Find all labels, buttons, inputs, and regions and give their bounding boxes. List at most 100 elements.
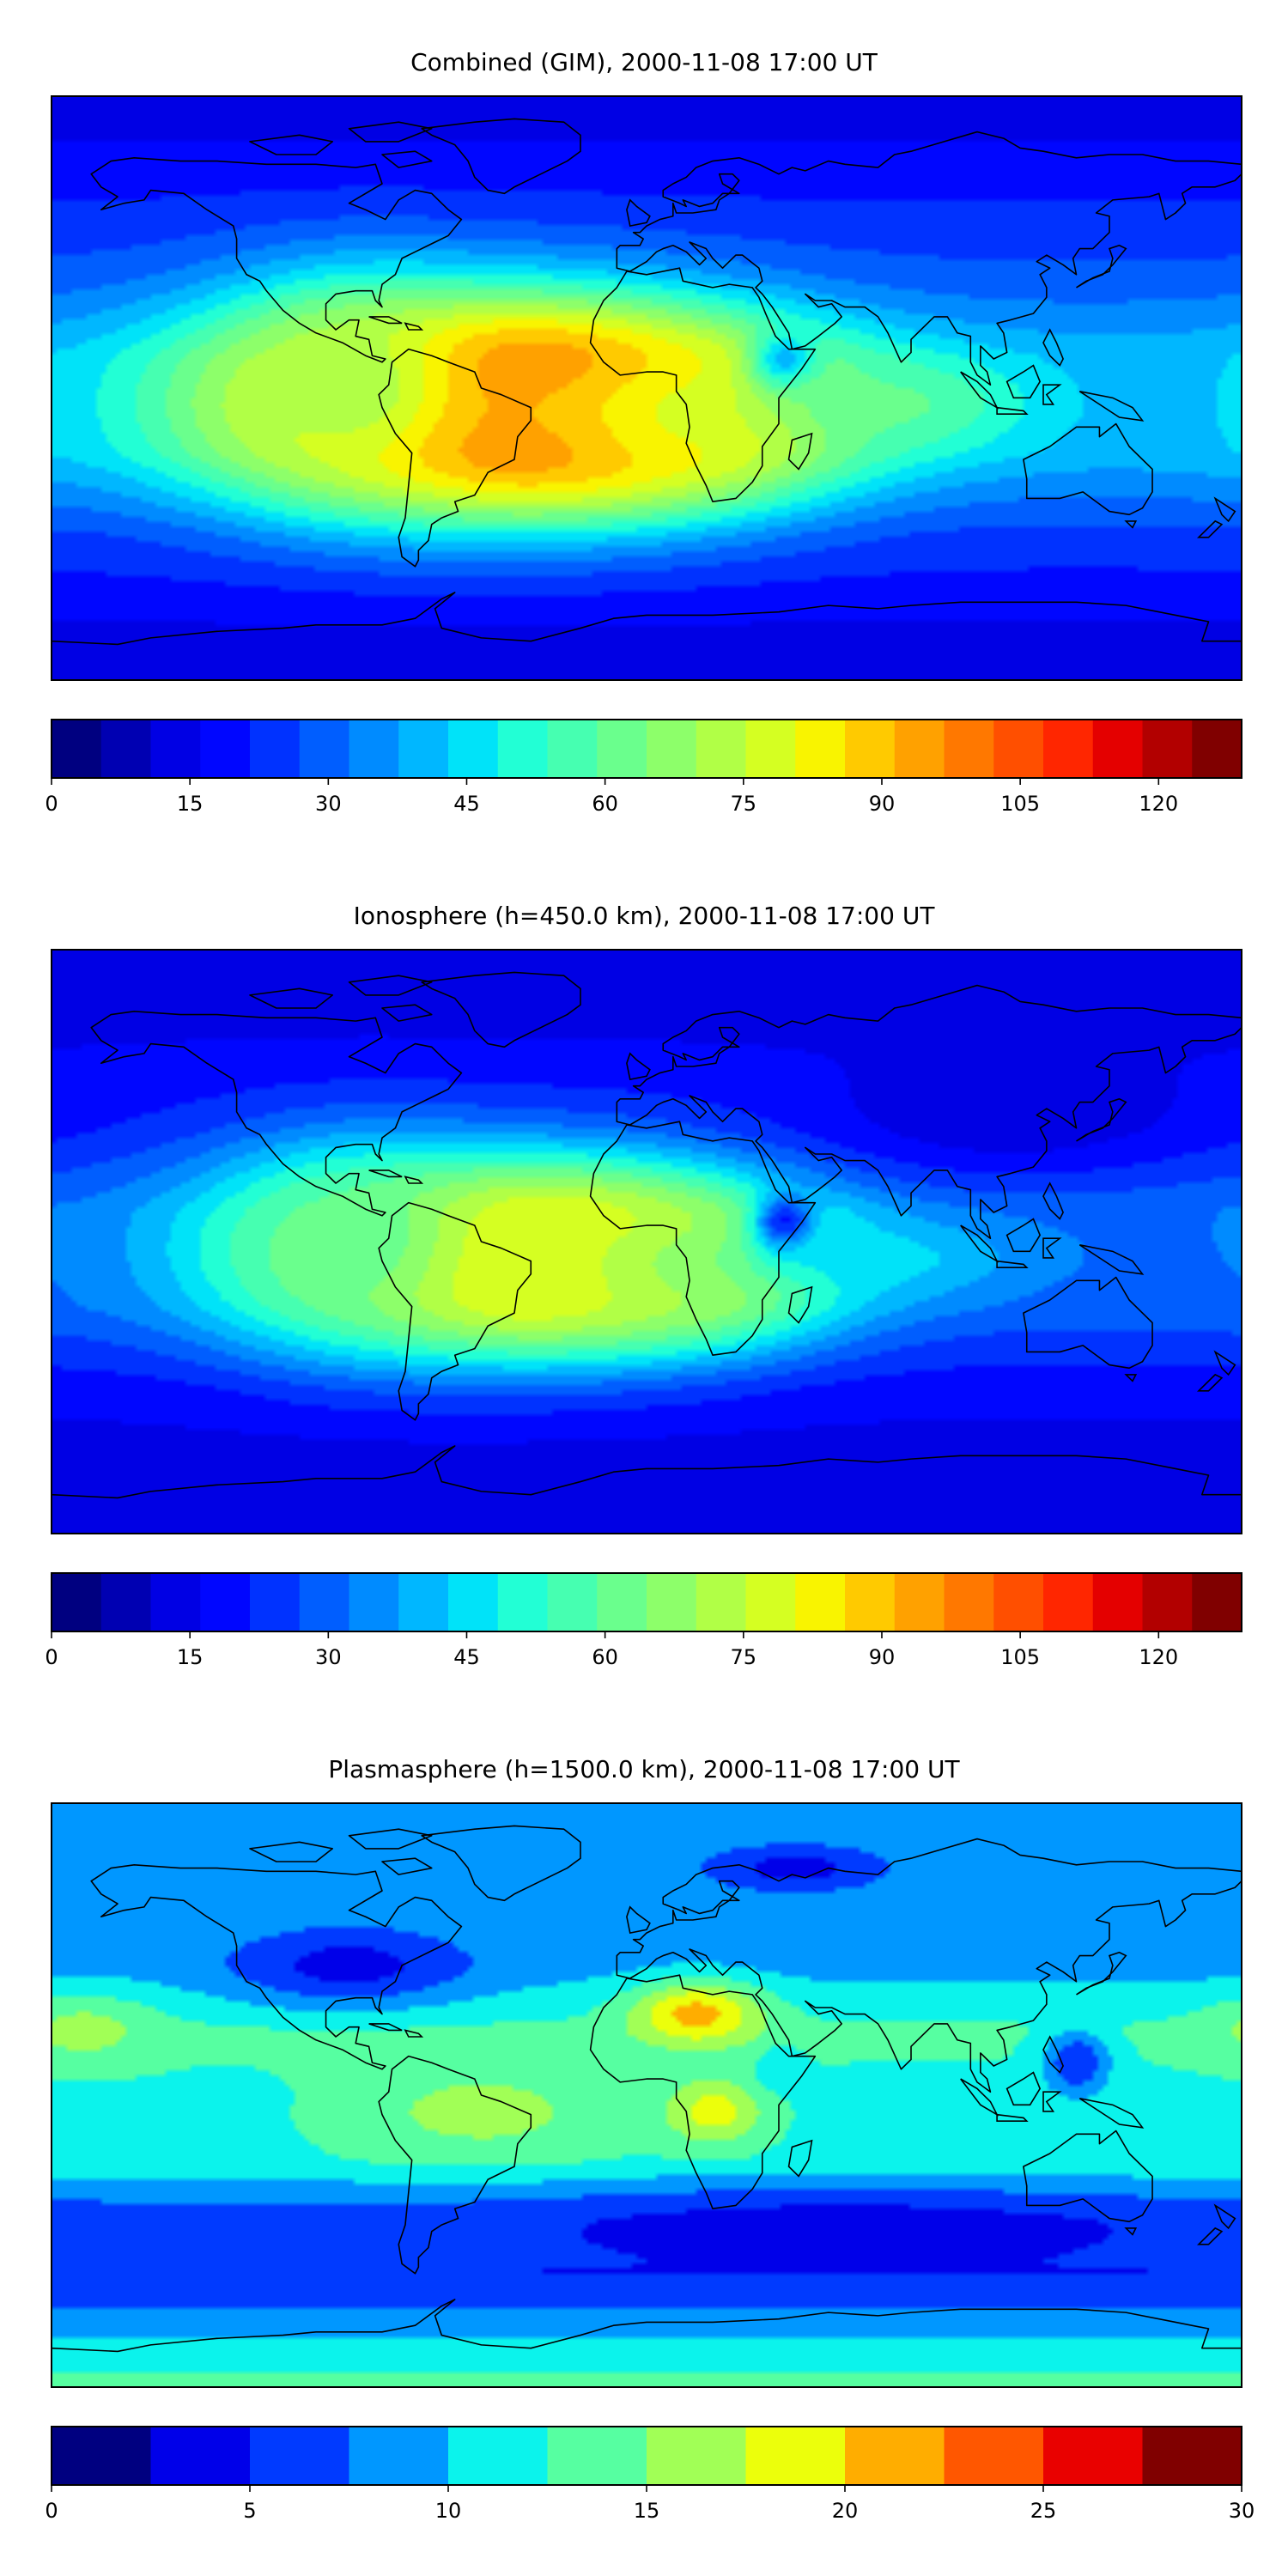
colorbar-frame [51, 719, 1242, 779]
colorbar-swatch [349, 720, 399, 778]
colorbar-swatch [795, 720, 846, 778]
colorbar-swatch [647, 2427, 747, 2485]
colorbar-swatch [894, 720, 945, 778]
colorbar: 0 15 30 45 60 75 90 105 120 [45, 719, 1242, 816]
colorbar-swatch [250, 1573, 301, 1631]
colorbar-swatch [299, 1573, 350, 1631]
colorbar-swatch [944, 720, 994, 778]
colorbar-swatch [200, 1573, 251, 1631]
colorbar-tick-label: 105 [1000, 792, 1040, 816]
colorbar: 0 5 10 15 20 25 30 [45, 2426, 1255, 2523]
panel-plasmasphere: Plasmasphere (h=1500.0 km), 2000-11-08 1… [45, 1755, 1255, 2523]
colorbar-swatch [547, 2427, 647, 2485]
colorbar-swatch [745, 720, 796, 778]
colorbar-swatch [448, 720, 499, 778]
colorbar-swatch [1043, 1573, 1094, 1631]
colorbar-tick-label: 45 [453, 792, 480, 816]
colorbar-swatch [696, 1573, 747, 1631]
colorbar-swatch [993, 1573, 1044, 1631]
colorbar-tick-label: 90 [869, 792, 896, 816]
colorbar-swatch [845, 720, 896, 778]
colorbar-swatch [52, 720, 102, 778]
colorbar-swatch [250, 720, 301, 778]
colorbar-swatch [1142, 1573, 1193, 1631]
colorbar-frame [51, 1572, 1242, 1632]
map-panel [51, 95, 1242, 681]
colorbar-swatch [1192, 720, 1242, 778]
colorbar-swatch [250, 2427, 350, 2485]
map-frame [51, 95, 1242, 681]
colorbar-tick-label: 15 [634, 2499, 660, 2523]
colorbar-swatch [597, 720, 647, 778]
colorbar-swatch [597, 1573, 647, 1631]
colorbar-swatch [845, 2427, 945, 2485]
colorbar-swatch [944, 2427, 1044, 2485]
colorbar-swatch [944, 1573, 994, 1631]
colorbar-tick-label: 60 [592, 792, 618, 816]
colorbar-swatch [795, 1573, 846, 1631]
colorbar-swatch [547, 720, 598, 778]
colorbar-swatch [647, 720, 697, 778]
colorbar-swatch [845, 1573, 896, 1631]
colorbar-swatch [647, 1573, 697, 1631]
colorbar-tick-label: 75 [731, 1645, 757, 1669]
colorbar-tick-label: 0 [45, 792, 58, 816]
colorbar-tick-label: 45 [453, 1645, 480, 1669]
colorbar-swatch [299, 720, 350, 778]
map-panel [51, 949, 1242, 1534]
colorbar-swatch [52, 2427, 152, 2485]
colorbar-swatch [497, 720, 549, 778]
colorbar-tick-label: 5 [243, 2499, 256, 2523]
colorbar-swatch [448, 2427, 549, 2485]
colorbar-tick-label: 60 [592, 1645, 618, 1669]
colorbar-swatch [1043, 720, 1094, 778]
colorbar-swatch [349, 2427, 449, 2485]
colorbar-swatch [696, 720, 747, 778]
colorbar-swatch [150, 1573, 201, 1631]
field-image [52, 96, 1242, 680]
colorbar-swatch [547, 1573, 598, 1631]
colorbar-swatch [52, 1573, 102, 1631]
colorbar-tick-label: 15 [177, 1645, 204, 1669]
colorbar-swatch [100, 1573, 152, 1631]
colorbar-swatch [993, 720, 1044, 778]
colorbar-tick-label: 20 [832, 2499, 859, 2523]
colorbar-tick-label: 30 [315, 792, 342, 816]
colorbar-swatch [150, 2427, 251, 2485]
colorbar-swatch [894, 1573, 945, 1631]
colorbar-tick-label: 120 [1139, 1645, 1178, 1669]
colorbar-swatch [349, 1573, 399, 1631]
chart-title: Ionosphere (h=450.0 km), 2000-11-08 17:0… [354, 902, 936, 930]
colorbar-swatch [448, 1573, 499, 1631]
colorbar-tick-label: 25 [1030, 2499, 1057, 2523]
colorbar-swatch [1142, 2427, 1242, 2485]
colorbar-tick-label: 15 [177, 792, 204, 816]
colorbar-swatch [100, 720, 152, 778]
colorbar-tick-label: 10 [435, 2499, 462, 2523]
colorbar-swatch [745, 2427, 846, 2485]
colorbar-swatch [1142, 720, 1193, 778]
colorbar-swatch [745, 1573, 796, 1631]
colorbar-swatch [200, 720, 251, 778]
map-frame [51, 1802, 1242, 2388]
colorbar-tick-label: 90 [869, 1645, 896, 1669]
colorbar-swatch [1092, 720, 1144, 778]
map-frame [51, 949, 1242, 1534]
colorbar-swatch [1092, 1573, 1144, 1631]
colorbar-tick-label: 75 [731, 792, 757, 816]
colorbar-tick-label: 30 [315, 1645, 342, 1669]
colorbar-swatch [1192, 1573, 1242, 1631]
field-image [52, 950, 1242, 1534]
colorbar-swatch [497, 1573, 549, 1631]
chart-title: Combined (GIM), 2000-11-08 17:00 UT [410, 48, 878, 76]
field-image [52, 1803, 1242, 2387]
chart-title: Plasmasphere (h=1500.0 km), 2000-11-08 1… [328, 1755, 960, 1783]
colorbar-swatch [150, 720, 201, 778]
colorbar-swatch [1043, 2427, 1144, 2485]
colorbar-swatch [398, 1573, 449, 1631]
colorbar: 0 15 30 45 60 75 90 105 120 [45, 1572, 1242, 1669]
colorbar-tick-label: 105 [1000, 1645, 1040, 1669]
colorbar-swatch [398, 720, 449, 778]
colorbar-tick-label: 120 [1139, 792, 1178, 816]
